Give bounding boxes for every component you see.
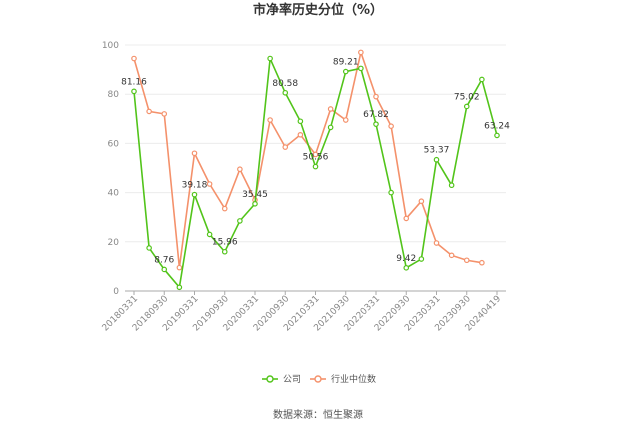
data-point[interactable] xyxy=(403,215,410,222)
data-label: 39.18 xyxy=(182,181,208,191)
source-note: 数据来源：恒生聚源 xyxy=(273,408,363,421)
data-point[interactable] xyxy=(418,198,425,205)
data-point[interactable] xyxy=(206,181,213,187)
legend-swatch-marker[interactable] xyxy=(314,375,322,383)
data-point[interactable] xyxy=(388,189,394,196)
data-label: 67.82 xyxy=(363,110,389,120)
data-point[interactable] xyxy=(327,106,334,112)
data-label: 80.58 xyxy=(272,79,298,89)
data-point[interactable] xyxy=(131,55,137,62)
data-point[interactable] xyxy=(282,89,289,96)
data-label: 35.45 xyxy=(242,190,268,200)
data-point[interactable] xyxy=(312,151,319,158)
data-point[interactable] xyxy=(463,257,470,264)
data-label: 81.16 xyxy=(121,77,147,87)
legend-label[interactable]: 公司 xyxy=(283,374,301,385)
data-label: 50.56 xyxy=(303,153,329,163)
data-point[interactable] xyxy=(146,108,152,115)
data-point[interactable] xyxy=(297,131,304,138)
data-point[interactable] xyxy=(252,200,258,207)
data-point[interactable] xyxy=(237,166,243,173)
chart-title: 市净率历史分位（%） xyxy=(253,2,383,18)
legend-label[interactable]: 行业中位数 xyxy=(331,373,376,385)
y-tick-label: 20 xyxy=(108,238,120,248)
data-point[interactable] xyxy=(403,265,410,271)
grid-lines xyxy=(125,44,506,243)
data-label: 75.02 xyxy=(454,92,480,102)
data-point[interactable] xyxy=(358,49,364,56)
data-point[interactable] xyxy=(267,117,273,123)
data-label: 9.42 xyxy=(396,254,416,264)
data-point[interactable] xyxy=(373,93,379,100)
data-point[interactable] xyxy=(312,163,319,170)
data-point[interactable] xyxy=(388,123,394,129)
data-point[interactable] xyxy=(297,118,304,125)
data-point[interactable] xyxy=(479,76,485,83)
data-point[interactable] xyxy=(418,256,425,262)
data-point[interactable] xyxy=(373,121,379,127)
data-point[interactable] xyxy=(176,264,183,271)
series-line-company xyxy=(133,55,498,290)
data-label: 53.37 xyxy=(424,146,450,156)
y-tick-label: 0 xyxy=(113,287,119,297)
data-point[interactable] xyxy=(342,117,349,123)
y-axis-ticks: 0 20 40 60 80 100 xyxy=(102,41,119,297)
data-labels: 81.16 8.76 39.18 15.96 35.45 80.58 50.56 89.21 6… xyxy=(121,58,510,266)
data-label: 89.21 xyxy=(333,58,359,68)
y-tick-label: 80 xyxy=(108,90,120,100)
data-point[interactable] xyxy=(282,144,289,150)
data-point[interactable] xyxy=(191,150,198,157)
data-point[interactable] xyxy=(433,156,440,163)
data-point[interactable] xyxy=(161,111,168,117)
data-point[interactable] xyxy=(479,259,485,266)
data-label: 15.96 xyxy=(212,238,238,248)
y-tick-label: 60 xyxy=(108,139,120,149)
data-point[interactable] xyxy=(358,65,364,72)
x-axis-ticks: 2018033120180930201903312019093020200331… xyxy=(101,291,503,334)
data-point[interactable] xyxy=(494,132,500,139)
data-point[interactable] xyxy=(206,231,213,238)
data-point[interactable] xyxy=(327,124,334,131)
legend[interactable]: 公司 行业中位数 xyxy=(262,373,376,385)
data-point[interactable] xyxy=(463,103,470,110)
data-point[interactable] xyxy=(342,68,349,75)
data-point[interactable] xyxy=(131,88,137,95)
data-point[interactable] xyxy=(176,284,183,291)
data-point[interactable] xyxy=(237,218,243,224)
data-label: 8.76 xyxy=(154,255,174,265)
y-tick-label: 40 xyxy=(108,189,120,199)
y-tick-label: 100 xyxy=(102,41,119,51)
data-point[interactable] xyxy=(221,205,228,212)
data-point[interactable] xyxy=(161,266,168,273)
series-group xyxy=(131,49,500,291)
data-point[interactable] xyxy=(448,252,455,259)
data-point[interactable] xyxy=(433,240,440,246)
data-point[interactable] xyxy=(191,191,198,198)
data-point[interactable] xyxy=(448,182,455,189)
data-point[interactable] xyxy=(146,245,152,251)
legend-swatch-marker[interactable] xyxy=(266,375,274,383)
data-point[interactable] xyxy=(267,55,273,62)
data-point[interactable] xyxy=(221,248,228,255)
data-label: 63.24 xyxy=(484,121,510,131)
